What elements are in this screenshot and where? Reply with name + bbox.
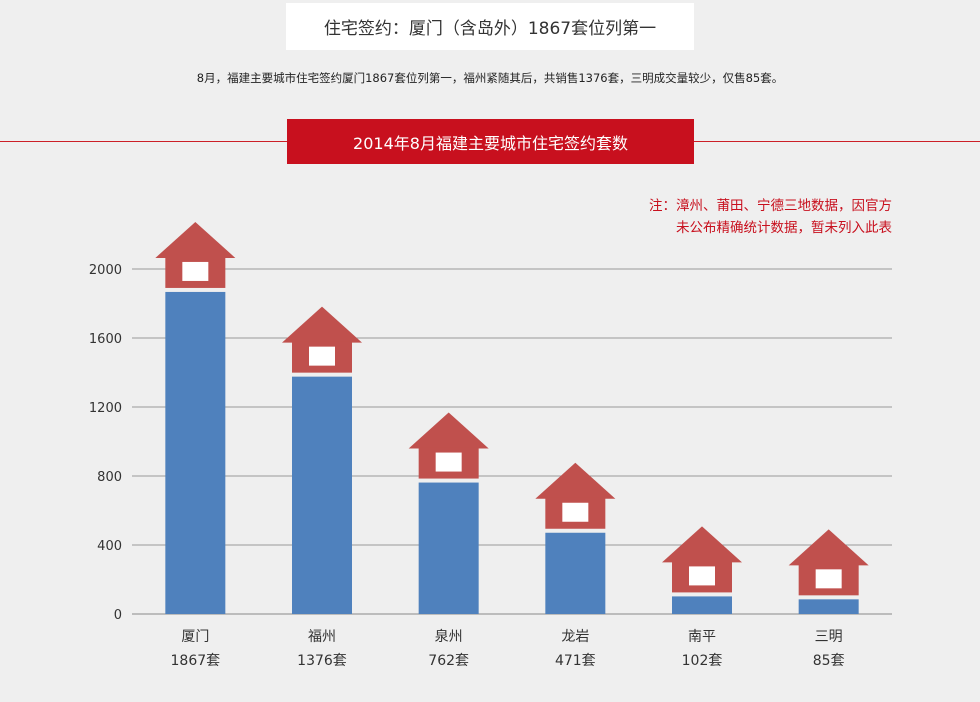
value-label: 102套 <box>682 653 723 669</box>
house-icon <box>662 526 742 593</box>
house-icon <box>282 306 362 373</box>
bar <box>798 599 859 614</box>
category-label: 泉州 <box>435 628 463 645</box>
note-line-2: 未公布精确统计数据，暂未列入此表 <box>676 220 892 236</box>
y-tick-label: 1200 <box>89 401 122 416</box>
value-label: 85套 <box>813 653 845 669</box>
chart-note: 注：漳州、莆田、宁德三地数据，因官方 未公布精确统计数据，暂未列入此表 <box>649 195 892 239</box>
headline-box: 住宅签约：厦门（含岛外）1867套位列第一 <box>286 3 694 50</box>
value-label: 1867套 <box>171 653 221 669</box>
y-tick-label: 2000 <box>89 263 122 278</box>
value-label: 1376套 <box>297 653 347 669</box>
value-label: 762套 <box>428 653 469 669</box>
bar <box>165 291 226 614</box>
house-icon <box>535 462 616 529</box>
bar <box>672 596 732 614</box>
y-tick-label: 800 <box>97 470 122 485</box>
note-line-1: 注：漳州、莆田、宁德三地数据，因官方 <box>649 198 892 214</box>
chart-title: 2014年8月福建主要城市住宅签约套数 <box>353 133 628 153</box>
value-label: 471套 <box>555 653 596 669</box>
house-icon <box>408 412 489 479</box>
category-label: 南平 <box>688 629 716 645</box>
y-tick-label: 400 <box>97 539 122 554</box>
y-tick-label: 0 <box>114 608 122 623</box>
y-tick-label: 1600 <box>89 332 122 347</box>
bar <box>545 532 606 614</box>
category-label: 福州 <box>308 629 336 645</box>
bar <box>292 376 352 614</box>
house-icon <box>788 529 869 596</box>
bar <box>418 482 479 614</box>
category-label: 三明 <box>815 629 843 645</box>
category-label: 龙岩 <box>561 629 589 645</box>
chart-title-box: 2014年8月福建主要城市住宅签约套数 <box>287 119 694 164</box>
summary-text: 8月，福建主要城市住宅签约厦门1867套位列第一，福州紧随其后，共销售1376套… <box>196 71 784 85</box>
category-label: 厦门 <box>181 629 209 645</box>
headline-text: 住宅签约：厦门（含岛外）1867套位列第一 <box>323 19 657 39</box>
house-icon <box>155 221 236 288</box>
